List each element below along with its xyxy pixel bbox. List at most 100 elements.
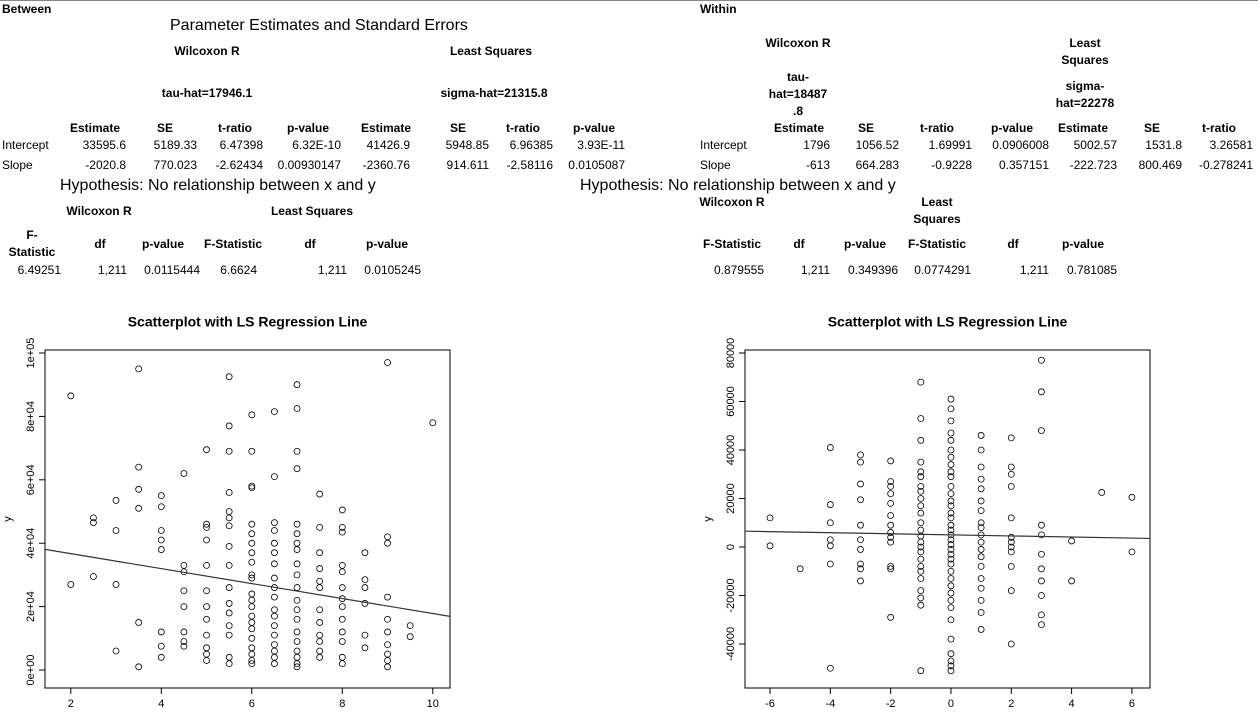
- x-tick-label: 10: [427, 698, 439, 710]
- point: [826, 560, 834, 568]
- point: [826, 501, 834, 508]
- point: [225, 584, 233, 591]
- point: [203, 603, 210, 610]
- point: [977, 524, 985, 532]
- point: [1038, 531, 1045, 539]
- y-tick-label: 2e+04: [25, 591, 37, 622]
- point: [361, 549, 369, 557]
- point: [947, 567, 955, 575]
- point: [947, 650, 955, 658]
- point: [1068, 577, 1075, 585]
- group-header: Wilcoxon R: [765, 35, 831, 50]
- table-cell: 1.69991: [928, 137, 972, 152]
- column-header: p-value: [1061, 236, 1105, 251]
- point: [977, 584, 985, 592]
- table-cell: 0.00930147: [277, 157, 341, 172]
- y-tick-label: 4e+04: [25, 528, 37, 559]
- point: [887, 499, 895, 507]
- point: [90, 514, 97, 522]
- point: [271, 593, 278, 601]
- point: [293, 584, 301, 591]
- point: [180, 470, 188, 477]
- point: [271, 660, 278, 668]
- point: [947, 596, 955, 604]
- y-tick-label: 1e+05: [25, 338, 37, 369]
- column-header: F-Statistic: [8, 227, 56, 259]
- point: [293, 628, 301, 636]
- point: [917, 436, 925, 444]
- y-tick-label: -20000: [725, 578, 737, 612]
- x-tick-label: 0: [948, 698, 954, 710]
- point: [248, 596, 256, 604]
- point: [225, 622, 233, 630]
- point: [977, 485, 985, 493]
- panel-name: Within: [700, 1, 737, 16]
- point: [947, 490, 955, 498]
- top-rule: [0, 0, 1258, 1]
- point: [248, 571, 256, 579]
- point: [384, 539, 391, 547]
- table-cell: 5948.85: [445, 137, 489, 152]
- point: [1038, 565, 1045, 573]
- point: [225, 600, 233, 607]
- point: [248, 603, 256, 610]
- x-tick-label: -6: [765, 698, 775, 710]
- column-header: SE: [156, 120, 174, 135]
- point: [977, 575, 985, 582]
- point: [917, 482, 925, 490]
- point: [947, 429, 955, 437]
- point: [826, 444, 834, 451]
- point: [857, 577, 864, 585]
- point: [248, 660, 256, 668]
- table-cell: 1531.8: [1145, 137, 1182, 152]
- point: [293, 530, 301, 538]
- point: [1128, 548, 1136, 556]
- point: [225, 653, 233, 661]
- point: [917, 458, 925, 466]
- column-header: F-Statistic: [907, 236, 967, 251]
- point: [857, 458, 864, 466]
- column-header: p-value: [286, 120, 330, 135]
- point: [1038, 356, 1045, 364]
- table-cell: 1796: [803, 137, 830, 152]
- point: [271, 539, 278, 547]
- point: [887, 565, 895, 573]
- point: [1007, 482, 1015, 490]
- point: [157, 546, 165, 553]
- point: [135, 485, 143, 493]
- point: [917, 502, 925, 510]
- x-tick-label: -4: [825, 698, 835, 710]
- point: [157, 503, 165, 511]
- point: [947, 473, 955, 481]
- point: [225, 522, 233, 530]
- point: [766, 542, 774, 550]
- point: [338, 523, 346, 531]
- chart-title: Scatterplot with LS Regression Line: [828, 314, 1068, 330]
- point: [180, 561, 188, 569]
- table-cell: 0.879555: [713, 262, 764, 277]
- point: [1007, 470, 1015, 478]
- table-cell: -0.278241: [1198, 157, 1253, 172]
- point: [917, 473, 925, 481]
- point: [271, 647, 278, 655]
- point: [947, 575, 955, 582]
- column-header: p-value: [365, 236, 409, 251]
- point: [1007, 543, 1015, 551]
- point: [248, 411, 256, 419]
- point: [293, 615, 301, 623]
- scale-estimate: tau-hat=17946.1: [161, 85, 253, 100]
- point: [271, 519, 278, 526]
- y-tick-label: 6e+04: [25, 464, 37, 495]
- hypothesis: Hypothesis: No relationship between x an…: [580, 176, 896, 194]
- y-tick-label: 40000: [725, 435, 737, 466]
- group-header: Least Squares: [913, 194, 961, 226]
- x-tick-label: 4: [158, 698, 164, 710]
- point: [947, 482, 955, 490]
- y-axis-label: y: [2, 516, 14, 522]
- table-cell: 914.611: [446, 157, 490, 172]
- point: [977, 463, 985, 471]
- table-cell: 5189.33: [153, 137, 197, 152]
- table-cell: 41426.9: [366, 137, 410, 152]
